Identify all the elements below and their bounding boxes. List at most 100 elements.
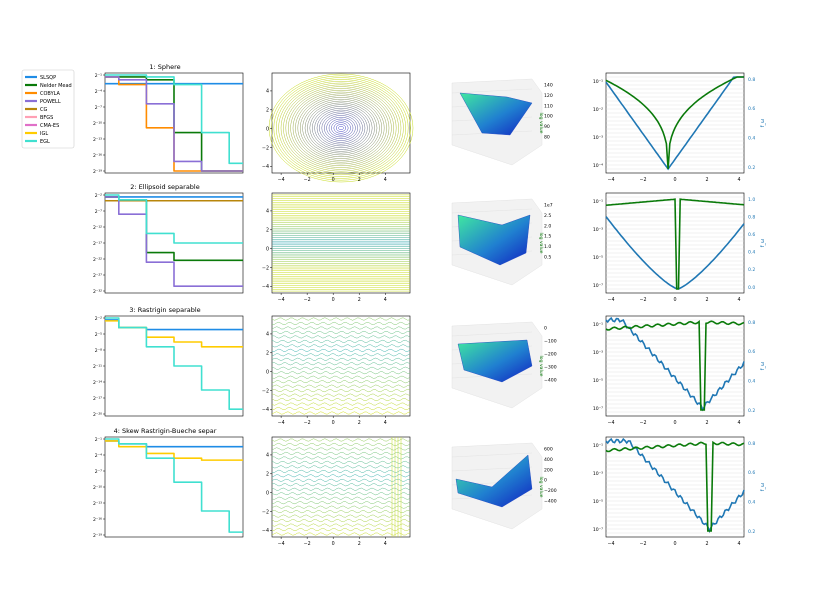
z-tick-label: 90: [544, 124, 550, 130]
legend-label: COBYLA: [40, 91, 61, 97]
z-tick-label: 140: [544, 83, 553, 89]
log-value-curve: [605, 440, 745, 532]
y-tick-label: 2⁻²: [95, 193, 102, 199]
right-tick-label: 0.6: [748, 349, 755, 355]
y-tick-label: −4: [262, 407, 269, 413]
f-omega-curve: [605, 76, 744, 171]
y-tick-label: 2⁻¹²: [93, 225, 102, 231]
contour-line: [278, 80, 404, 176]
x-tick-label: −2: [304, 541, 311, 547]
convergence-panel-4: 2⁻¹ 2⁻⁴ 2⁻⁷ 2⁻¹⁰ 2⁻¹³ 2⁻¹⁶ 2⁻¹⁹: [93, 436, 244, 539]
z-tick-label: 200: [544, 467, 553, 473]
row-1: 1: Sphere 2⁻¹ 2⁻⁴ 2⁻⁷ 2⁻¹⁰ 2⁻¹³ 2⁻¹⁶ 2⁻¹⁹ −4 −2…: [93, 63, 766, 183]
y-tick-label: 2⁻²⁰: [93, 412, 102, 418]
z-tick-label: 0: [544, 326, 547, 332]
right-axis-label: f_ω: [760, 119, 766, 127]
log-panel-3: 10⁻¹ 10⁻³ 10⁻⁵ 10⁻⁷ 0.8 0.6 0.4 0.2 f_ω −4 −2 0 2 4: [593, 315, 766, 426]
contour-line: [287, 88, 395, 168]
contour-line: [295, 93, 387, 163]
x-tick-label: 2: [705, 297, 708, 303]
x-tick-label: −2: [304, 297, 311, 303]
series-line: [105, 76, 243, 172]
y-tick-label: 10⁻⁵: [593, 499, 603, 505]
surface-mesh: [455, 454, 533, 508]
x-tick-label: −4: [278, 420, 285, 426]
contour-line: [271, 469, 411, 473]
right-tick-label: 0.2: [748, 165, 755, 171]
contour-panel-3: −4 −2 0 2 4 −4 −2 0 2 4: [262, 315, 411, 426]
y-tick-label: −4: [262, 284, 269, 290]
x-tick-label: −4: [278, 541, 285, 547]
y-tick-label: 2⁻³²: [93, 289, 102, 295]
y-tick-label: 2: [266, 228, 269, 234]
log-value-curve: [605, 198, 745, 290]
x-tick-label: 0: [673, 420, 676, 426]
row-3-title: 3: Rastrigin separable: [129, 306, 200, 314]
right-tick-label: 1.0: [748, 197, 755, 203]
x-tick-label: 2: [705, 420, 708, 426]
x-tick-label: 0: [332, 541, 335, 547]
contour-line: [271, 519, 411, 523]
y-tick-label: 0: [266, 126, 269, 132]
y-tick-label: 2⁻¹⁷: [93, 241, 102, 247]
x-tick-label: 4: [737, 177, 740, 183]
y-tick-label: 2⁻⁷: [95, 105, 102, 111]
x-tick-label: −2: [639, 297, 646, 303]
x-tick-label: −4: [607, 297, 614, 303]
contour-line: [328, 118, 354, 138]
z-tick-label: 2.0: [544, 223, 551, 229]
legend-label: SLSQP: [40, 75, 56, 81]
contour-line: [271, 442, 411, 447]
legend-label: IGL: [40, 131, 48, 137]
legend-label: BFGS: [40, 115, 53, 121]
contour-line: [283, 84, 399, 172]
x-tick-label: 2: [705, 177, 708, 183]
surface-mesh: [459, 92, 533, 136]
log-value-curve: [605, 320, 745, 411]
contour-line: [271, 456, 411, 460]
x-tick-label: 4: [737, 541, 740, 547]
x-tick-label: −4: [607, 177, 614, 183]
x-tick-label: −2: [639, 541, 646, 547]
contour-line: [271, 406, 411, 411]
x-tick-label: 2: [358, 177, 361, 183]
contour-line: [271, 523, 411, 527]
right-tick-label: 0.6: [748, 106, 755, 112]
contour-line: [271, 366, 411, 370]
contour-line: [271, 75, 411, 181]
right-tick-label: 0.4: [748, 378, 755, 384]
contour-line: [299, 97, 383, 159]
contour-line: [275, 79, 407, 177]
z-tick-label: 80: [544, 135, 550, 141]
x-tick-label: −4: [278, 297, 285, 303]
y-tick-label: 0: [266, 246, 269, 252]
y-tick-label: −2: [262, 265, 269, 271]
series-line: [105, 74, 243, 165]
contour-line: [271, 362, 411, 366]
x-tick-label: 4: [384, 177, 387, 183]
y-tick-label: 10⁻¹: [593, 79, 603, 85]
contour-line: [271, 335, 411, 339]
y-tick-label: 10⁻³: [593, 471, 603, 477]
series-line: [105, 196, 243, 287]
contour-line: [285, 86, 397, 170]
y-tick-label: 2⁻²²: [93, 257, 102, 263]
y-tick-label: 2⁻⁷: [95, 469, 102, 475]
right-tick-label: 0.4: [748, 499, 755, 505]
y-tick-label: 2: [266, 472, 269, 478]
y-tick-label: 2⁻⁴: [95, 89, 102, 95]
contour-line: [271, 505, 411, 509]
contour-line: [319, 111, 363, 145]
right-tick-label: 0.6: [748, 232, 755, 238]
y-tick-label: 10⁻⁵: [593, 378, 603, 384]
contour-line: [271, 460, 411, 464]
y-tick-label: 0: [266, 490, 269, 496]
y-tick-label: 2⁻⁷: [95, 209, 102, 215]
y-tick-label: 10⁻⁷: [593, 283, 603, 289]
right-tick-label: 0.4: [748, 135, 755, 141]
y-tick-label: 2⁻¹¹: [93, 364, 102, 370]
z-tick-label: 0.5: [544, 255, 551, 261]
z-tick-label: −400: [544, 378, 557, 384]
f-omega-curve: [605, 437, 745, 534]
